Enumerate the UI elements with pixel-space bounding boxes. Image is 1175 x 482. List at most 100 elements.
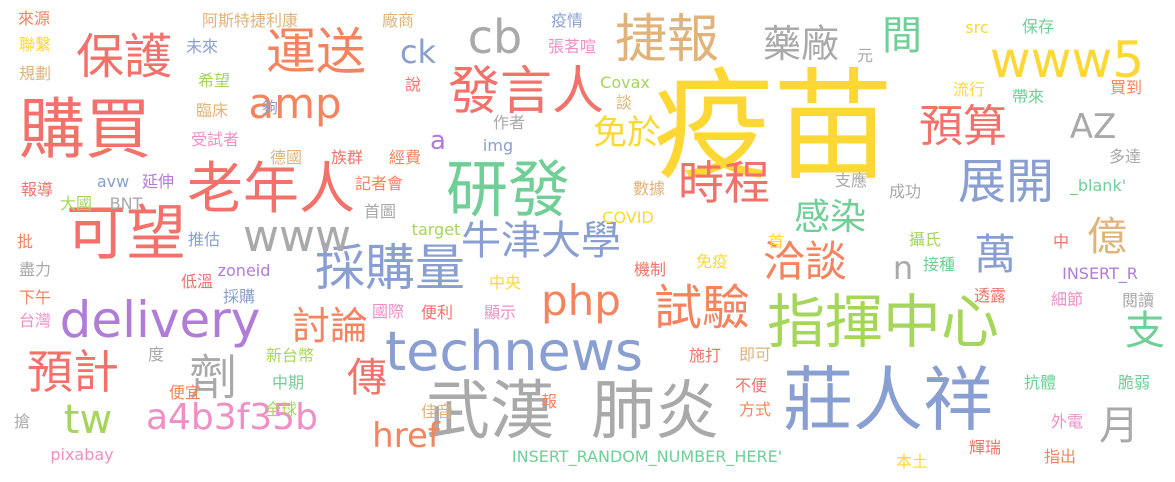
- word-cloud-term: 採購量: [315, 239, 465, 297]
- word-cloud-term: 來源: [17, 9, 51, 28]
- word-cloud-term: 研發: [445, 153, 571, 226]
- word-cloud-term: 脆弱: [1117, 373, 1151, 392]
- word-cloud-term: pixabay: [50, 445, 114, 464]
- word-cloud-term: 不便: [734, 376, 768, 395]
- word-cloud-term: 細節: [1050, 290, 1084, 309]
- word-cloud-term: 佳音: [420, 402, 454, 421]
- word-cloud-term: 發言人: [447, 62, 605, 122]
- word-cloud-term: 討論: [291, 304, 369, 348]
- word-cloud-term: 捷報: [614, 10, 720, 70]
- word-cloud-term: 德國: [269, 148, 303, 167]
- word-cloud-term: a: [430, 126, 446, 156]
- word-cloud-term: 規劃: [18, 64, 52, 83]
- word-cloud-term: href: [372, 416, 440, 456]
- word-cloud-term: 預算: [919, 101, 1007, 152]
- word-cloud-term: technews: [384, 320, 644, 383]
- word-cloud-term: 洽談: [762, 237, 848, 286]
- word-cloud-term: 牛津大學: [461, 218, 621, 264]
- word-cloud-term: 免疫: [695, 252, 729, 271]
- word-cloud-term: 透露: [973, 286, 1007, 305]
- word-cloud-term: 肺炎: [591, 375, 719, 449]
- word-cloud-term: php: [541, 276, 621, 325]
- word-cloud-term: 中: [1052, 232, 1070, 251]
- word-cloud-term: www: [243, 211, 351, 262]
- word-cloud-term: 萬: [973, 230, 1017, 279]
- word-cloud-term: 度: [147, 345, 165, 364]
- word-cloud-term: 免於: [593, 113, 661, 153]
- word-cloud-term: 疫苗: [653, 58, 893, 197]
- word-cloud-term: 未來: [185, 37, 219, 56]
- word-cloud-term: 搶: [13, 412, 31, 431]
- word-cloud-term: INSERT_R: [1062, 264, 1138, 283]
- word-cloud-term: 多達: [1108, 147, 1142, 166]
- word-cloud-term: 下午: [18, 288, 52, 307]
- word-cloud-term: 莊人祥: [783, 359, 993, 441]
- word-cloud-term: Covax: [600, 73, 650, 92]
- word-cloud-term: 運送: [266, 23, 366, 81]
- word-cloud-term: 指揮中心: [766, 288, 1000, 356]
- word-cloud-term: 即可: [738, 345, 772, 364]
- word-cloud-term: amp: [248, 79, 342, 128]
- word-cloud-term: cb: [467, 10, 523, 64]
- word-cloud-term: 希望: [197, 71, 231, 90]
- word-cloud-term: COVID: [602, 208, 654, 227]
- word-cloud-term: 抗體: [1023, 373, 1057, 392]
- word-cloud-term: 保護: [75, 29, 173, 85]
- word-cloud-term: 億: [1087, 214, 1127, 260]
- word-cloud-term: 聯繫: [18, 35, 52, 54]
- word-cloud-term: 閱讀: [1121, 291, 1155, 310]
- word-cloud-term: 便利: [420, 303, 454, 322]
- word-cloud-term: _blank': [1069, 176, 1127, 195]
- word-cloud-term: 帶來: [1011, 87, 1045, 106]
- word-cloud-term: 顯示: [483, 303, 517, 322]
- word-cloud-term: n: [892, 249, 914, 287]
- word-cloud-term: INSERT_RANDOM_NUMBER_HERE': [511, 447, 783, 466]
- word-cloud-term: 作者: [492, 113, 526, 132]
- word-cloud-term: 劑: [188, 350, 238, 406]
- word-cloud-term: delivery: [59, 291, 261, 349]
- word-cloud-term: 談: [615, 93, 633, 112]
- word-cloud-term: 方式: [738, 400, 772, 419]
- word-cloud-term: 機制: [633, 260, 667, 279]
- word-cloud-term: 中期: [271, 373, 305, 392]
- word-cloud-term: 報導: [20, 180, 54, 199]
- word-cloud-term: 藥廠: [762, 22, 840, 66]
- word-cloud-term: 指出: [1043, 447, 1077, 466]
- word-cloud-term: www5: [989, 31, 1145, 89]
- word-cloud-term: 首圖: [363, 202, 397, 221]
- word-cloud-term: 延伸: [141, 172, 175, 191]
- word-cloud-term: src: [965, 18, 989, 37]
- word-cloud-term: 廠商: [381, 11, 415, 30]
- word-cloud-term: 攝氏: [908, 230, 942, 249]
- word-cloud-term: 感染: [793, 197, 867, 238]
- word-cloud-term: 接種: [922, 255, 956, 274]
- word-cloud-term: 疫情: [550, 11, 584, 30]
- word-cloud-term: 本土: [895, 452, 929, 471]
- word-cloud-term: 支: [1125, 308, 1165, 354]
- word-cloud-term: 買到: [1109, 78, 1143, 97]
- word-cloud-term: 間: [882, 13, 922, 59]
- word-cloud-term: 輝瑞: [968, 438, 1002, 457]
- word-cloud-term: 夠: [261, 98, 279, 117]
- word-cloud-term: 可望: [66, 199, 186, 269]
- word-cloud-term: 臨床: [195, 101, 229, 120]
- word-cloud-term: 受試者: [190, 130, 240, 149]
- word-cloud-term: 數據: [632, 179, 666, 198]
- word-cloud-term: 便宜: [168, 383, 202, 402]
- word-cloud-term: 展開: [957, 154, 1055, 210]
- word-cloud-term: 武漢: [426, 375, 554, 449]
- word-cloud-term: target: [411, 220, 461, 239]
- word-cloud-term: BNT: [109, 194, 143, 213]
- word-cloud-term: 報: [540, 392, 558, 411]
- word-cloud-term: 盡力: [18, 260, 52, 279]
- word-cloud-term: 首: [767, 232, 785, 251]
- word-cloud-term: 老年人: [187, 157, 355, 222]
- word-cloud-term: a4b3f35b: [145, 397, 319, 438]
- word-cloud-term: 全球: [264, 400, 298, 419]
- word-cloud-term: ck: [399, 33, 437, 71]
- word-cloud-term: 預計: [27, 345, 119, 399]
- word-cloud-term: 支應: [834, 171, 868, 190]
- word-cloud-term: 試驗: [653, 280, 751, 336]
- word-cloud-term: 外電: [1050, 412, 1084, 431]
